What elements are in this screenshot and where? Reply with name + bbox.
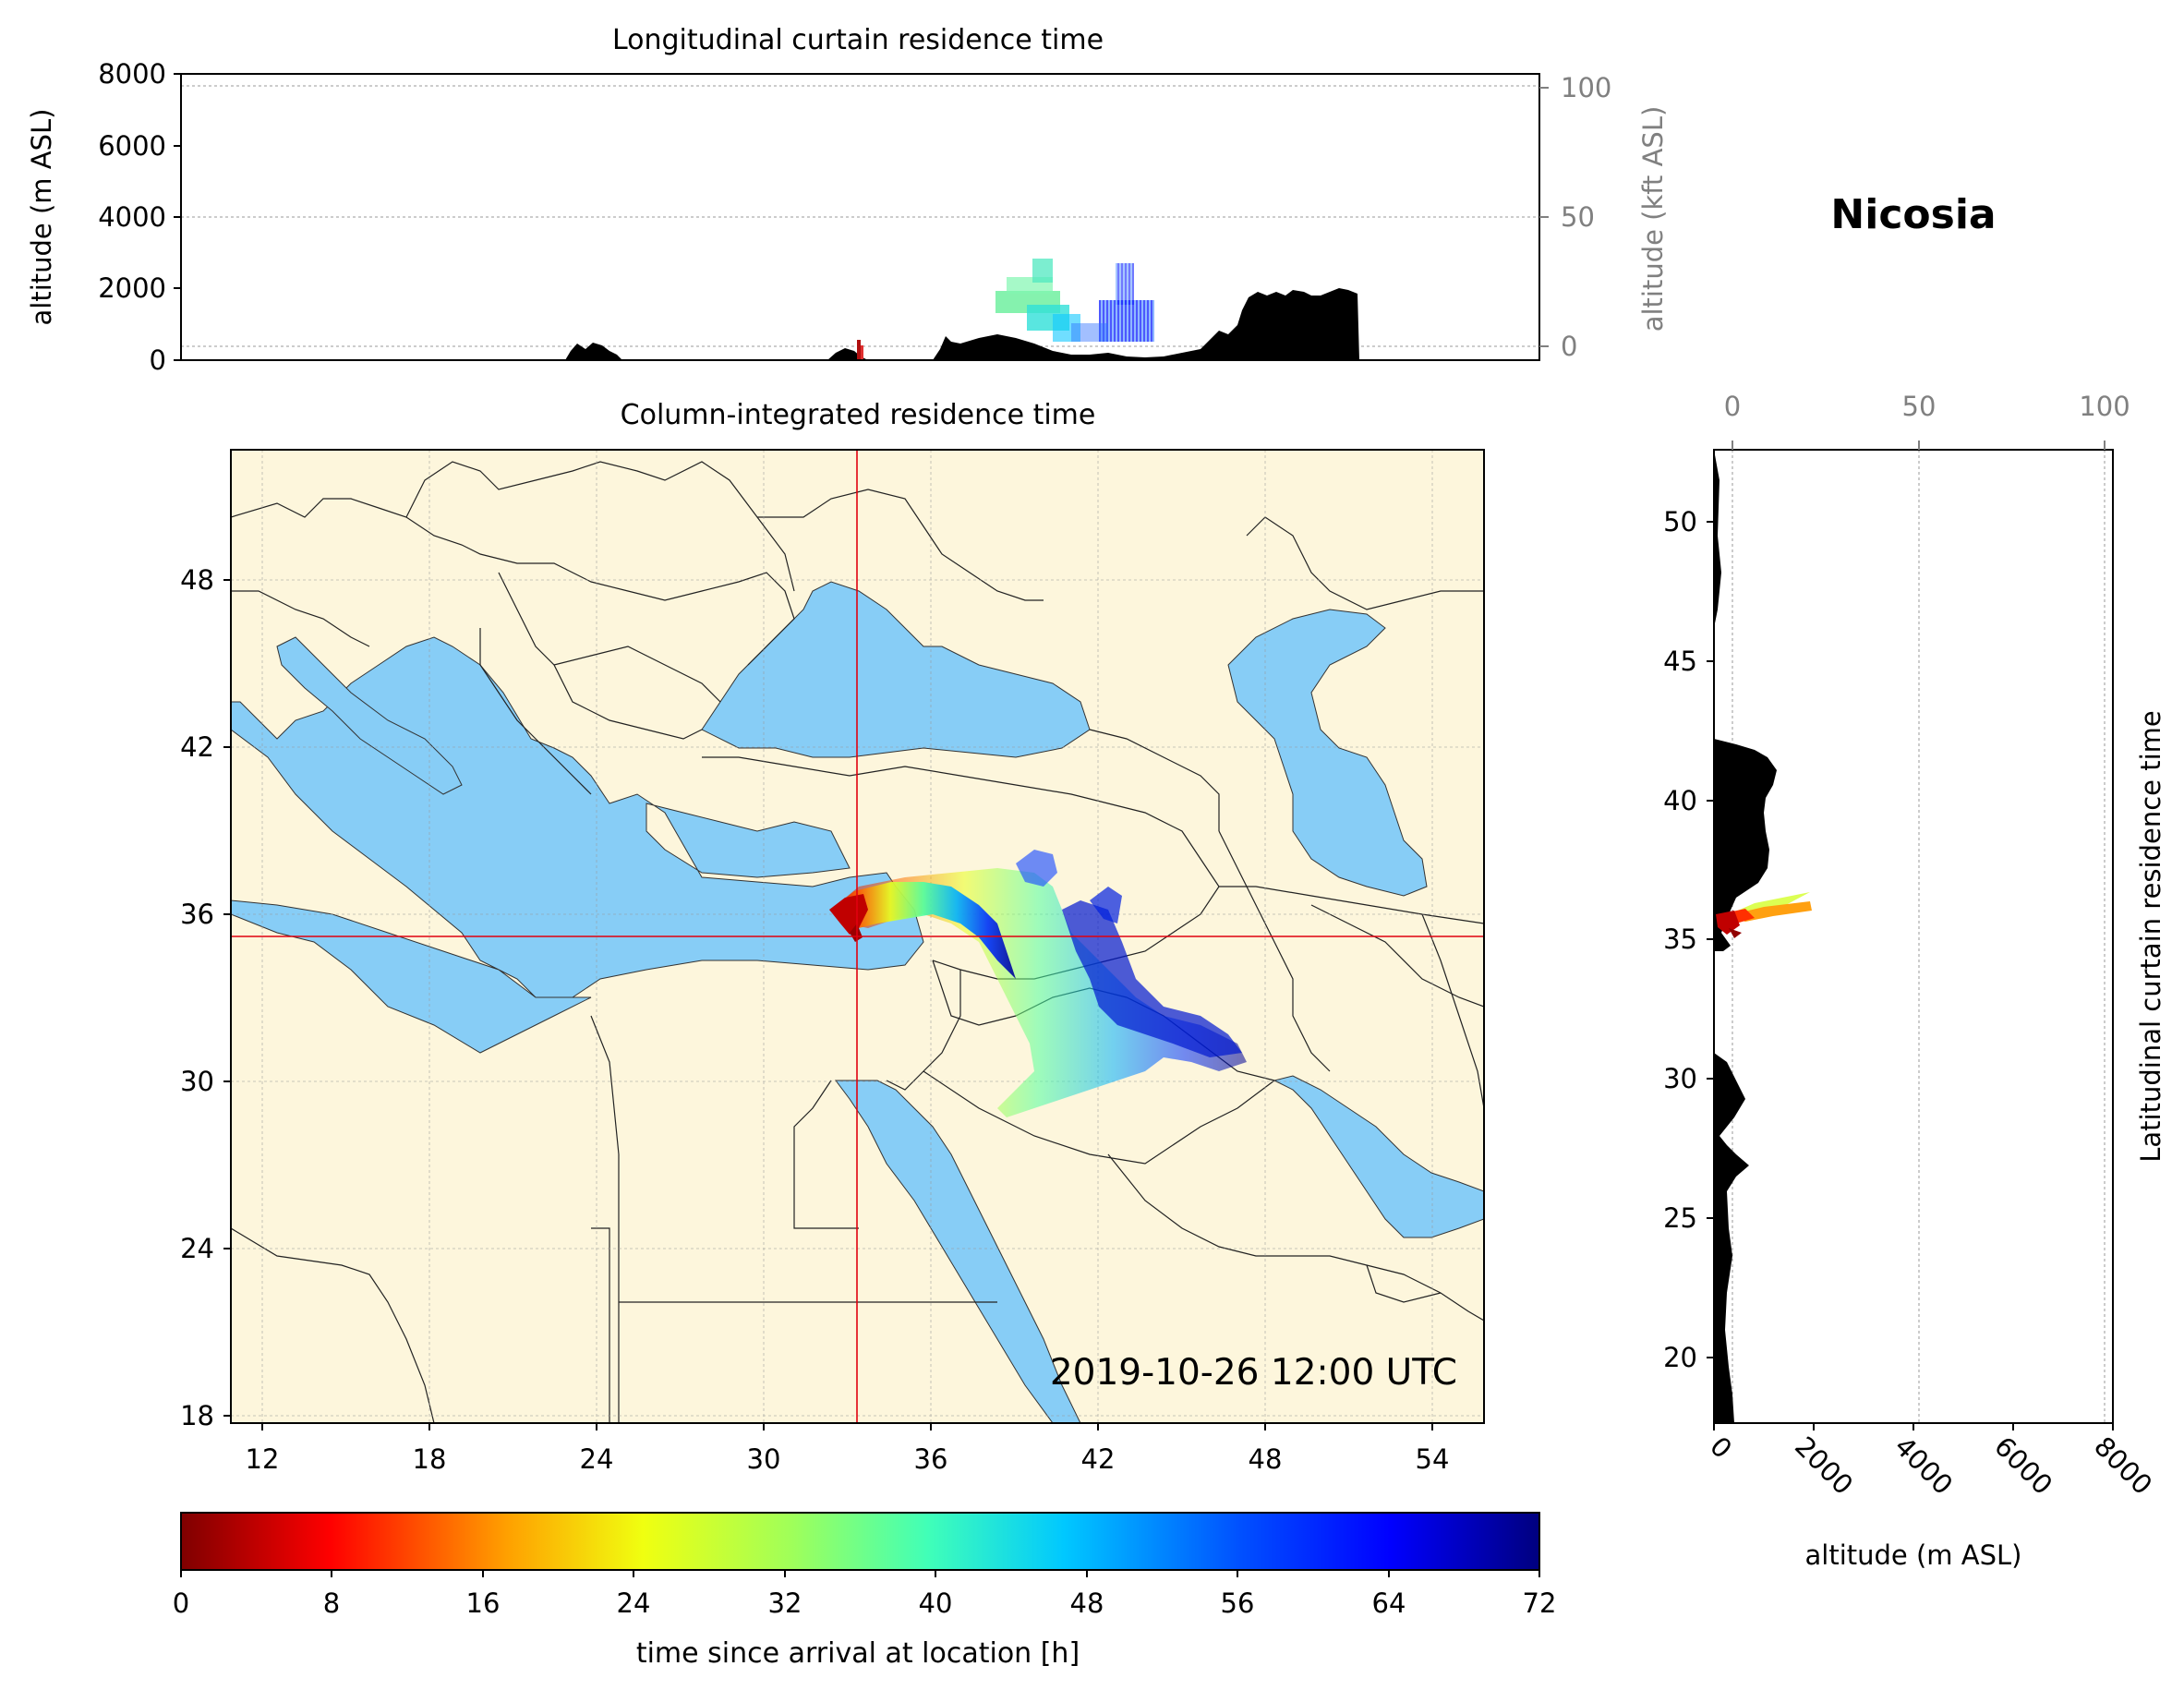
longitudinal-curtain-title: Longitudinal curtain residence time — [612, 24, 1104, 56]
longitudinal-ytick-2000: 2000 — [98, 272, 166, 304]
latitudinal-ytick-marks — [1707, 521, 1714, 1358]
map-ytick-24: 24 — [180, 1233, 214, 1264]
longitudinal-left-ticks — [174, 73, 181, 361]
map-xtick-48: 48 — [1249, 1443, 1283, 1475]
latitudinal-ytick-20: 20 — [1663, 1342, 1697, 1373]
longitudinal-ytick-right-100: 100 — [1561, 72, 1611, 103]
colorbar: 0 8 16 24 32 40 48 56 64 72 time since a… — [173, 1512, 1557, 1670]
latitudinal-plume — [1716, 892, 1812, 938]
colorbar-tick-40: 40 — [919, 1587, 953, 1619]
map-ytick-36: 36 — [180, 899, 214, 930]
colorbar-tick-0: 0 — [173, 1587, 189, 1619]
latitudinal-ytick-25: 25 — [1663, 1202, 1697, 1234]
longitudinal-ytick-4000: 4000 — [98, 201, 166, 233]
colorbar-tick-16: 16 — [466, 1587, 501, 1619]
map-xtick-42: 42 — [1081, 1443, 1116, 1475]
map-title: Column-integrated residence time — [621, 399, 1096, 431]
colorbar-tick-48: 48 — [1070, 1587, 1104, 1619]
colorbar-label: time since arrival at location [h] — [636, 1637, 1080, 1670]
latitudinal-ytick-50: 50 — [1663, 506, 1697, 537]
map-ytick-48: 48 — [180, 564, 214, 596]
colorbar-tick-32: 32 — [768, 1587, 802, 1619]
map-xtick-12: 12 — [246, 1443, 280, 1475]
latitudinal-xtick-4000: 4000 — [1888, 1430, 1959, 1501]
map-ytick-42: 42 — [180, 731, 214, 763]
longitudinal-ytick-0: 0 — [150, 344, 166, 376]
map-ytick-30: 30 — [180, 1066, 214, 1097]
latitudinal-xtick-6000: 6000 — [1988, 1430, 2058, 1501]
latitudinal-xtick-top-50: 50 — [1902, 391, 1937, 422]
latitudinal-xtick-marks — [1713, 1423, 2114, 1430]
colorbar-tick-8: 8 — [323, 1587, 340, 1619]
map-panel: Column-integrated residence time — [180, 399, 1485, 1475]
longitudinal-ytick-8000: 8000 — [98, 58, 166, 90]
latitudinal-xtick-top-100: 100 — [2079, 391, 2130, 422]
latitudinal-ytick-40: 40 — [1663, 785, 1697, 816]
residence-time-plume — [829, 850, 1247, 1117]
caspian-sea — [1227, 609, 1428, 897]
longitudinal-plume — [857, 259, 1154, 360]
latitudinal-xtick-top-0: 0 — [1724, 391, 1741, 422]
map-frame — [230, 449, 1485, 1424]
latitudinal-curtain-panel: 20 25 30 35 40 45 50 0 2000 4000 6000 80… — [1663, 391, 2166, 1571]
latitudinal-xtick-8000: 8000 — [2088, 1430, 2158, 1501]
longitudinal-terrain-profile — [565, 288, 1359, 360]
latitudinal-xtick-0: 0 — [1704, 1430, 1738, 1465]
map-xtick-54: 54 — [1416, 1443, 1450, 1475]
latitudinal-terrain-profile — [1714, 450, 1777, 1423]
map-ytick-18: 18 — [180, 1400, 214, 1431]
colorbar-tick-64: 64 — [1372, 1587, 1406, 1619]
latitudinal-curtain-frame — [1713, 449, 2114, 1424]
map-xtick-36: 36 — [914, 1443, 948, 1475]
colorbar-tick-72: 72 — [1523, 1587, 1557, 1619]
colorbar-tick-56: 56 — [1221, 1587, 1255, 1619]
persian-gulf — [1273, 1075, 1484, 1238]
map-xtick-30: 30 — [747, 1443, 781, 1475]
map-borders — [231, 461, 1484, 1423]
latitudinal-curtain-grid — [1732, 450, 2106, 1423]
longitudinal-ylabel-right: altitude (kft ASL) — [1637, 106, 1669, 332]
latitudinal-top-ticks — [1732, 441, 2106, 450]
timestamp-label: 2019-10-26 12:00 UTC — [1050, 1352, 1457, 1394]
map-xtick-24: 24 — [580, 1443, 614, 1475]
longitudinal-ylabel-left: altitude (m ASL) — [26, 109, 57, 326]
colorbar-gradient — [180, 1512, 1540, 1571]
location-title: Nicosia — [1830, 191, 1996, 238]
longitudinal-curtain-panel: Longitudinal curtain residence time — [26, 24, 1669, 376]
latitudinal-ytick-30: 30 — [1663, 1063, 1697, 1094]
map-ytick-marks — [223, 579, 231, 1417]
latitudinal-ytick-45: 45 — [1663, 646, 1697, 677]
longitudinal-ytick-right-0: 0 — [1561, 331, 1577, 362]
latitudinal-xtick-2000: 2000 — [1789, 1430, 1859, 1501]
map-water — [231, 581, 1484, 1423]
adriatic-sea — [276, 636, 463, 795]
colorbar-tick-24: 24 — [617, 1587, 651, 1619]
longitudinal-ytick-6000: 6000 — [98, 130, 166, 162]
colorbar-tick-marks — [180, 1570, 1540, 1577]
black-sea — [701, 581, 1091, 758]
latitudinal-ytick-35: 35 — [1663, 923, 1697, 955]
longitudinal-right-ticks — [1539, 87, 1549, 347]
latitudinal-xlabel: altitude (m ASL) — [1805, 1539, 2022, 1571]
longitudinal-ytick-right-50: 50 — [1561, 201, 1595, 233]
red-sea — [835, 1080, 1081, 1423]
map-xtick-18: 18 — [413, 1443, 447, 1475]
receptor-crosshair — [231, 450, 1484, 1423]
map-xtick-marks — [261, 1423, 1433, 1430]
latitudinal-ylabel: Latitudinal curtain residence time — [2135, 710, 2166, 1163]
